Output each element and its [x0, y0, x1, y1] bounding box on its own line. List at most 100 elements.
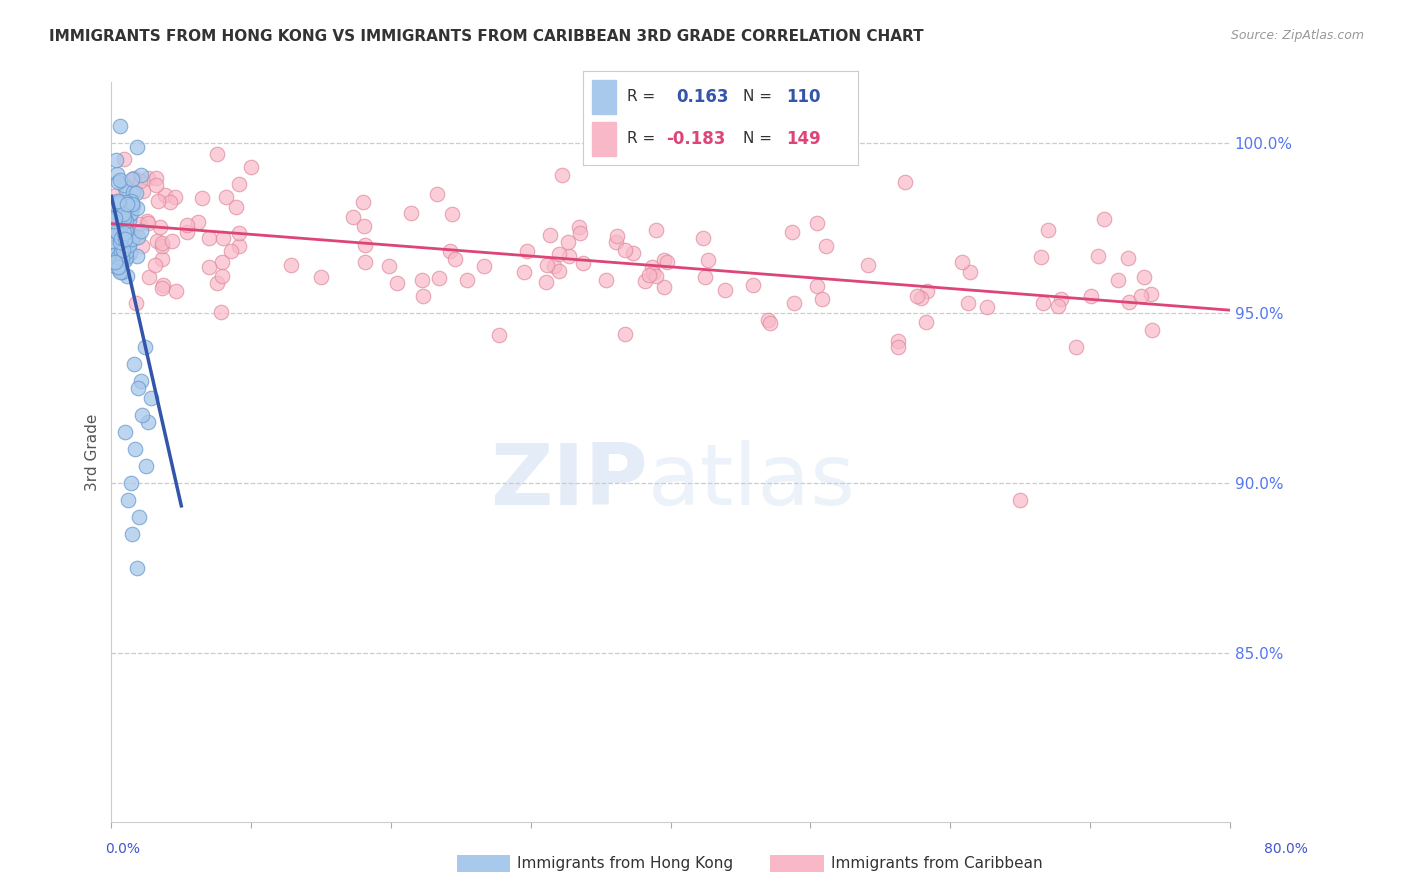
Point — [572, 256, 595, 270]
Point — [101, 210, 124, 224]
Point — [153, 188, 176, 202]
Point — [644, 223, 666, 237]
Point — [115, 250, 138, 264]
Point — [103, 214, 125, 228]
Point — [1107, 272, 1129, 286]
Point — [887, 334, 910, 348]
Point — [1029, 250, 1052, 264]
Text: atlas: atlas — [648, 441, 856, 524]
Point — [125, 560, 148, 574]
Point — [122, 198, 145, 212]
Point — [568, 226, 591, 240]
Point — [118, 207, 141, 221]
Point — [120, 206, 142, 220]
Point — [121, 526, 143, 541]
Point — [103, 216, 125, 230]
Point — [117, 237, 139, 252]
Point — [129, 374, 152, 388]
Point — [228, 226, 250, 240]
Point — [125, 249, 148, 263]
Point — [692, 230, 714, 244]
Point — [110, 245, 132, 260]
Point — [1140, 323, 1163, 337]
Point — [165, 190, 187, 204]
Point — [211, 231, 233, 245]
Point — [115, 196, 138, 211]
Point — [136, 415, 159, 429]
Point — [107, 175, 129, 189]
Text: 110: 110 — [786, 87, 821, 105]
Point — [122, 171, 145, 186]
Point — [108, 257, 131, 271]
Point — [652, 253, 675, 268]
Point — [111, 232, 134, 246]
Text: ZIP: ZIP — [491, 441, 648, 524]
Point — [225, 200, 247, 214]
Point — [107, 260, 129, 274]
Point — [103, 207, 125, 221]
Point — [240, 160, 263, 174]
Point — [125, 296, 148, 310]
Point — [378, 259, 401, 273]
Point — [110, 215, 132, 229]
Point — [104, 211, 127, 226]
Point — [228, 177, 250, 191]
Point — [101, 234, 124, 248]
Point — [114, 252, 136, 267]
Point — [543, 259, 565, 273]
Text: 0.163: 0.163 — [676, 87, 730, 105]
Point — [104, 224, 127, 238]
Point — [219, 244, 242, 259]
Point — [152, 278, 174, 293]
Point — [756, 312, 779, 326]
Text: R =: R = — [627, 131, 661, 146]
Point — [120, 194, 142, 208]
Point — [207, 146, 229, 161]
Point — [959, 265, 981, 279]
Point — [176, 218, 198, 232]
Point — [108, 172, 131, 186]
Point — [101, 222, 124, 236]
Point — [150, 235, 173, 250]
Point — [205, 276, 228, 290]
Point — [110, 119, 132, 133]
Point — [107, 215, 129, 229]
Point — [127, 230, 149, 244]
Point — [114, 214, 136, 228]
Point — [1032, 295, 1054, 310]
Point — [280, 258, 302, 272]
Point — [1049, 293, 1071, 307]
Point — [516, 244, 538, 259]
Point — [634, 275, 657, 289]
Point — [134, 340, 156, 354]
Point — [742, 278, 765, 293]
Point — [104, 221, 127, 235]
Point — [595, 273, 617, 287]
Text: 0.0%: 0.0% — [105, 842, 141, 856]
Point — [112, 178, 135, 192]
Point — [139, 391, 162, 405]
Point — [1008, 492, 1031, 507]
Point — [1080, 288, 1102, 302]
Point — [309, 269, 332, 284]
Point — [110, 221, 132, 235]
Point — [127, 140, 149, 154]
Point — [110, 231, 132, 245]
Point — [122, 170, 145, 185]
Point — [209, 305, 232, 319]
Text: Source: ZipAtlas.com: Source: ZipAtlas.com — [1230, 29, 1364, 42]
Point — [129, 168, 152, 182]
Point — [105, 220, 128, 235]
Point — [652, 279, 675, 293]
Bar — [592, 122, 616, 156]
Point — [138, 216, 160, 230]
Point — [108, 263, 131, 277]
Point — [695, 270, 717, 285]
Point — [105, 204, 128, 219]
Point — [211, 255, 233, 269]
Point — [613, 326, 636, 341]
Point — [115, 227, 138, 241]
Point — [105, 167, 128, 181]
Point — [1132, 270, 1154, 285]
Point — [121, 232, 143, 246]
